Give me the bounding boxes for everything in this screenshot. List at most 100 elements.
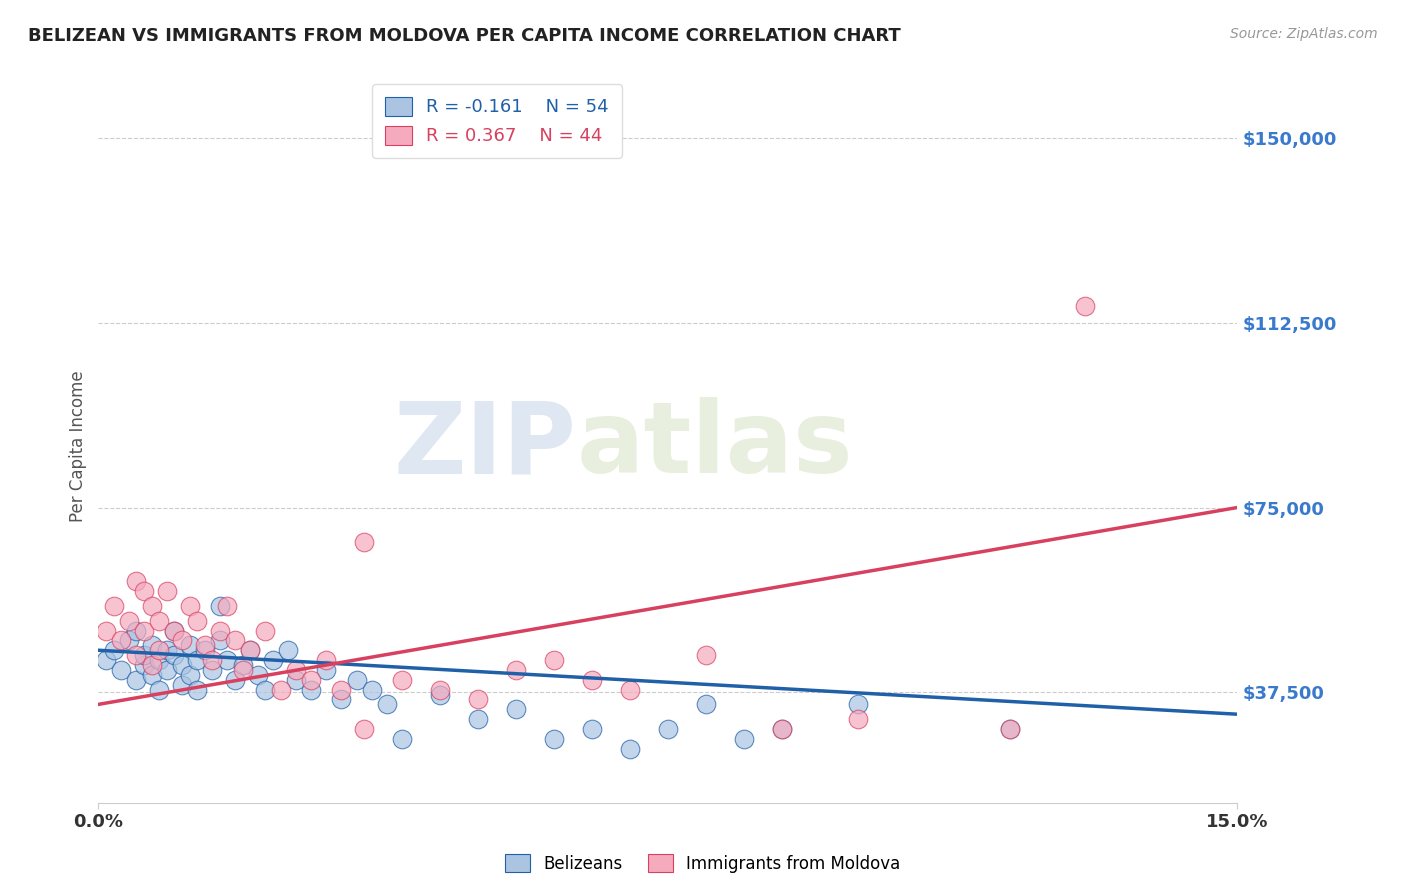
Point (103, 599, 125, 613)
Point (148, 653, 170, 667)
Point (232, 663, 254, 677)
Point (1074, 299, 1097, 313)
Point (543, 731, 565, 746)
Point (998, 722, 1021, 736)
Point (246, 668, 269, 682)
Point (132, 648, 155, 662)
Point (505, 663, 527, 677)
Point (846, 698, 869, 712)
Point (657, 722, 679, 736)
Point (391, 731, 413, 746)
Point (132, 624, 155, 638)
Point (194, 638, 217, 652)
Point (277, 643, 299, 657)
Point (170, 678, 193, 692)
Point (846, 712, 869, 726)
Point (170, 633, 193, 648)
Point (186, 614, 208, 628)
Point (239, 643, 262, 657)
Point (148, 682, 170, 697)
Point (118, 614, 141, 628)
Point (141, 638, 163, 652)
Point (141, 668, 163, 682)
Point (239, 643, 262, 657)
Point (284, 663, 307, 677)
Point (467, 692, 489, 706)
Point (163, 648, 186, 662)
Point (186, 682, 208, 697)
Point (94, 624, 117, 638)
Legend: Belizeans, Immigrants from Moldova: Belizeans, Immigrants from Moldova (499, 847, 907, 880)
Text: ZIP: ZIP (394, 398, 576, 494)
Point (201, 653, 224, 667)
Y-axis label: Per Capita Income: Per Capita Income (69, 370, 87, 522)
Point (132, 658, 155, 673)
Point (315, 653, 337, 667)
Point (125, 574, 148, 589)
Point (179, 599, 201, 613)
Point (998, 722, 1021, 736)
Point (467, 712, 489, 726)
Point (299, 682, 322, 697)
Point (118, 633, 141, 648)
Point (581, 673, 603, 687)
Point (148, 614, 170, 628)
Point (391, 673, 413, 687)
Point (148, 643, 170, 657)
Point (619, 682, 641, 697)
Point (695, 648, 717, 662)
Point (208, 633, 231, 648)
Point (110, 633, 132, 648)
Point (254, 624, 277, 638)
Point (299, 673, 322, 687)
Point (103, 643, 125, 657)
Point (581, 722, 603, 736)
Point (733, 731, 755, 746)
Point (254, 682, 277, 697)
Point (125, 624, 148, 638)
Point (186, 653, 208, 667)
Point (194, 643, 217, 657)
Point (201, 663, 224, 677)
Text: Source: ZipAtlas.com: Source: ZipAtlas.com (1230, 27, 1378, 41)
Point (217, 653, 239, 667)
Point (224, 673, 246, 687)
Point (505, 702, 527, 716)
Point (125, 673, 148, 687)
Point (330, 682, 353, 697)
Point (770, 722, 793, 736)
Text: BELIZEAN VS IMMIGRANTS FROM MOLDOVA PER CAPITA INCOME CORRELATION CHART: BELIZEAN VS IMMIGRANTS FROM MOLDOVA PER … (28, 27, 901, 45)
Point (94, 653, 117, 667)
Point (346, 673, 368, 687)
Point (170, 658, 193, 673)
Point (543, 653, 565, 667)
Point (429, 682, 451, 697)
Point (284, 673, 307, 687)
Point (429, 688, 451, 702)
Point (208, 624, 231, 638)
Point (224, 633, 246, 648)
Point (179, 638, 201, 652)
Point (141, 599, 163, 613)
Point (156, 584, 179, 599)
Point (330, 692, 353, 706)
Point (695, 698, 717, 712)
Point (375, 698, 398, 712)
Point (156, 643, 179, 657)
Point (141, 658, 163, 673)
Point (353, 722, 375, 736)
Point (125, 648, 148, 662)
Point (163, 624, 186, 638)
Point (770, 722, 793, 736)
Point (619, 741, 641, 756)
Point (353, 535, 375, 549)
Point (110, 663, 132, 677)
Legend: R = -0.161    N = 54, R = 0.367    N = 44: R = -0.161 N = 54, R = 0.367 N = 44 (373, 84, 621, 158)
Point (217, 599, 239, 613)
Text: atlas: atlas (576, 398, 853, 494)
Point (163, 624, 186, 638)
Point (179, 668, 201, 682)
Point (232, 658, 254, 673)
Point (262, 653, 284, 667)
Point (360, 682, 382, 697)
